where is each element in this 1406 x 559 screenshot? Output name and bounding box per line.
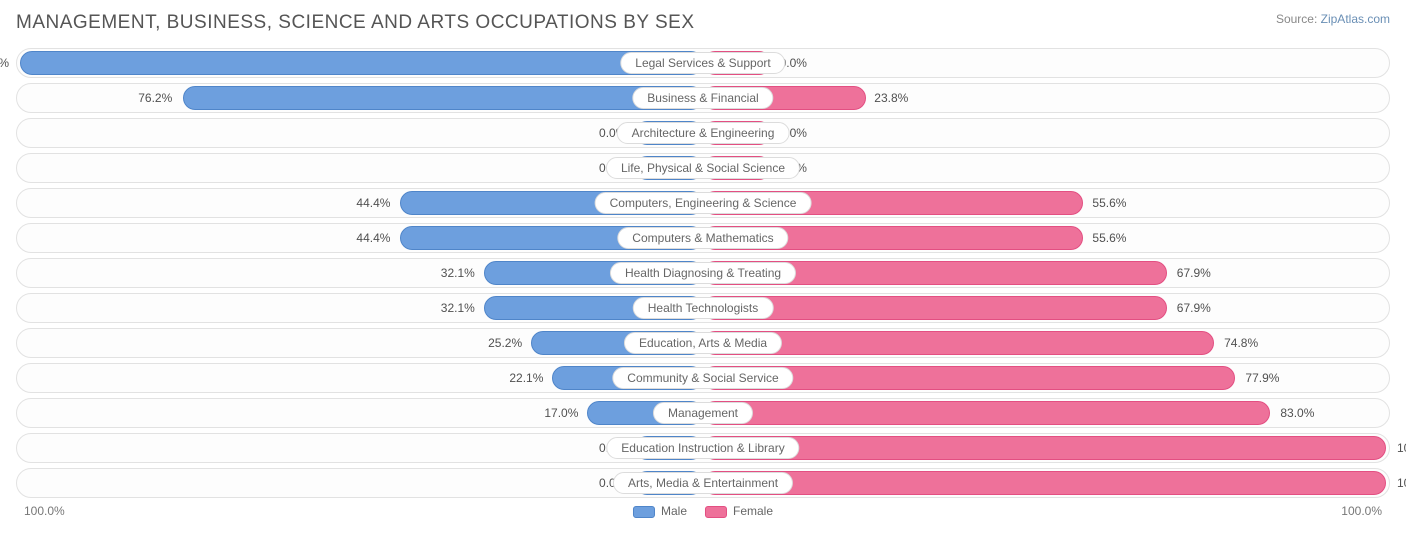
category-label: Education, Arts & Media	[624, 332, 782, 354]
chart-row: 32.1% 67.9% Health Diagnosing & Treating	[16, 258, 1390, 288]
axis-left: 100.0%	[24, 504, 65, 518]
male-value: 22.1%	[509, 371, 543, 385]
female-value: 83.0%	[1280, 406, 1314, 420]
chart-row: 32.1% 67.9% Health Technologists	[16, 293, 1390, 323]
chart-area: 100.0%0.0%Legal Services & Support 76.2% 2…	[16, 48, 1390, 498]
female-value: 100.0%	[1397, 476, 1406, 490]
male-value: 76.2%	[138, 91, 172, 105]
male-value: 32.1%	[441, 301, 475, 315]
source-label: Source:	[1276, 12, 1317, 26]
male-bar	[183, 86, 703, 110]
female-bar	[703, 436, 1386, 460]
female-value: 23.8%	[874, 91, 908, 105]
female-value: 67.9%	[1177, 301, 1211, 315]
legend-female: Female	[705, 504, 773, 518]
chart-row: 76.2% 23.8% Business & Financial	[16, 83, 1390, 113]
male-value: 44.4%	[356, 196, 390, 210]
category-label: Health Technologists	[633, 297, 774, 319]
category-label: Legal Services & Support	[620, 52, 785, 74]
chart-row: 44.4% 55.6% Computers, Engineering & Scien…	[16, 188, 1390, 218]
category-label: Computers & Mathematics	[617, 227, 788, 249]
female-value: 74.8%	[1224, 336, 1258, 350]
category-label: Health Diagnosing & Treating	[610, 262, 796, 284]
legend-female-label: Female	[733, 504, 773, 518]
chart-row: 100.0%0.0%Legal Services & Support	[16, 48, 1390, 78]
category-label: Arts, Media & Entertainment	[613, 472, 793, 494]
category-label: Computers, Engineering & Science	[595, 192, 812, 214]
male-value: 17.0%	[544, 406, 578, 420]
female-value: 55.6%	[1092, 231, 1126, 245]
male-swatch	[633, 506, 655, 518]
female-bar	[703, 471, 1386, 495]
male-value: 44.4%	[356, 231, 390, 245]
female-value: 67.9%	[1177, 266, 1211, 280]
male-value: 25.2%	[488, 336, 522, 350]
female-value: 100.0%	[1397, 441, 1406, 455]
chart-row: 0.0%0.0%Life, Physical & Social Science	[16, 153, 1390, 183]
category-label: Management	[653, 402, 753, 424]
male-bar	[20, 51, 703, 75]
axis-row: 100.0% Male Female 100.0%	[16, 504, 1390, 518]
chart-row: 25.2% 74.8% Education, Arts & Media	[16, 328, 1390, 358]
category-label: Education Instruction & Library	[606, 437, 799, 459]
female-value: 55.6%	[1092, 196, 1126, 210]
category-label: Architecture & Engineering	[617, 122, 790, 144]
category-label: Life, Physical & Social Science	[606, 157, 800, 179]
chart-title: MANAGEMENT, BUSINESS, SCIENCE AND ARTS O…	[16, 12, 695, 34]
chart-row: 22.1% 77.9% Community & Social Service	[16, 363, 1390, 393]
category-label: Community & Social Service	[612, 367, 793, 389]
legend-male: Male	[633, 504, 687, 518]
category-label: Business & Financial	[632, 87, 773, 109]
chart-row: 17.0% 83.0% Management	[16, 398, 1390, 428]
male-value: 100.0%	[0, 56, 9, 70]
legend-male-label: Male	[661, 504, 687, 518]
male-value: 32.1%	[441, 266, 475, 280]
female-value: 77.9%	[1245, 371, 1279, 385]
chart-row: 0.0%100.0%Arts, Media & Entertainment	[16, 468, 1390, 498]
chart-source: Source: ZipAtlas.com	[1276, 12, 1390, 26]
source-name: ZipAtlas.com	[1321, 12, 1390, 26]
female-bar	[703, 401, 1270, 425]
axis-right: 100.0%	[1341, 504, 1382, 518]
chart-row: 0.0%0.0%Architecture & Engineering	[16, 118, 1390, 148]
chart-header: MANAGEMENT, BUSINESS, SCIENCE AND ARTS O…	[16, 12, 1390, 34]
chart-row: 0.0%100.0%Education Instruction & Librar…	[16, 433, 1390, 463]
female-swatch	[705, 506, 727, 518]
chart-row: 44.4% 55.6% Computers & Mathematics	[16, 223, 1390, 253]
legend: Male Female	[633, 504, 773, 518]
